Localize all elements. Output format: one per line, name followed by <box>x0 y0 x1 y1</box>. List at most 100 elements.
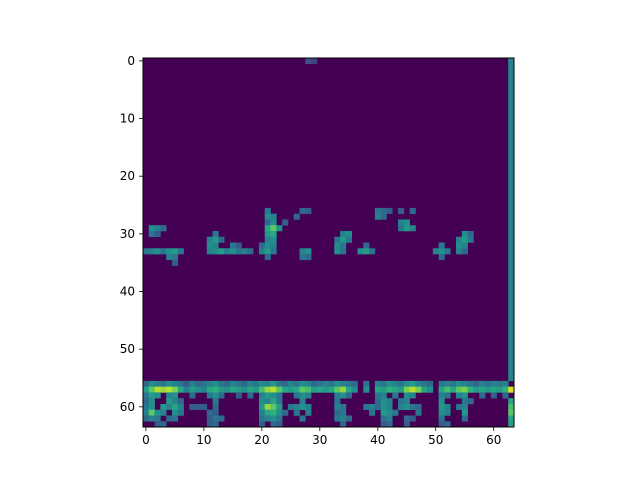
heatmap-cell <box>409 415 416 422</box>
heatmap-cell <box>177 380 184 387</box>
heatmap-cell <box>328 380 335 387</box>
heatmap-cell <box>148 225 155 232</box>
heatmap-cell <box>305 380 312 387</box>
heatmap-cell <box>218 248 225 255</box>
heatmap-cell <box>258 403 266 411</box>
heatmap-cell <box>224 386 231 393</box>
heatmap-cell <box>485 386 492 393</box>
heatmap-cell <box>264 242 271 249</box>
heatmap-cell <box>351 386 358 393</box>
heatmap-cell <box>386 421 393 428</box>
heatmap-cell <box>380 207 387 214</box>
heatmap-cell <box>206 386 213 393</box>
heatmap-cell <box>171 403 179 411</box>
heatmap-cell <box>241 248 248 255</box>
heatmap-cell <box>340 403 347 411</box>
y-tick-label: 30 <box>120 227 135 241</box>
heatmap-cell <box>148 248 155 255</box>
heatmap-cell <box>189 380 196 387</box>
heatmap-cell <box>496 386 503 393</box>
heatmap-cell <box>212 415 219 422</box>
heatmap-cell <box>305 403 312 411</box>
heatmap-cell <box>392 380 399 387</box>
heatmap-cell <box>409 386 416 393</box>
heatmap-cell <box>398 398 405 405</box>
heatmap-cell <box>334 392 341 399</box>
heatmap-cell <box>270 236 277 243</box>
heatmap-cell <box>270 248 277 255</box>
heatmap-cell <box>247 248 254 255</box>
heatmap-cell <box>264 398 271 405</box>
heatmap-cell <box>490 392 497 399</box>
heatmap-cell <box>148 386 155 393</box>
heatmap-cell <box>166 415 173 422</box>
heatmap-cell <box>270 392 277 399</box>
heatmap-cell <box>363 403 370 411</box>
heatmap-cell <box>235 392 242 399</box>
heatmap-cell <box>206 392 213 399</box>
heatmap-cell <box>508 421 515 428</box>
heatmap-cell <box>177 398 184 405</box>
heatmap-cell <box>293 392 300 399</box>
heatmap-cell <box>374 398 381 405</box>
heatmap-cell <box>363 248 370 255</box>
heatmap-cell <box>166 403 173 411</box>
heatmap-cell <box>264 207 271 214</box>
heatmap-cell <box>206 409 213 416</box>
heatmap-cell <box>490 380 497 387</box>
heatmap-cell <box>200 380 208 387</box>
heatmap-cell <box>461 236 468 243</box>
heatmap-cell <box>380 398 387 405</box>
heatmap-cell <box>403 225 410 232</box>
heatmap-cell <box>206 421 213 428</box>
heatmap-cell <box>334 415 341 422</box>
x-tick-label: 50 <box>428 433 443 447</box>
heatmap-cell <box>334 248 341 255</box>
heatmap-cell <box>409 392 416 399</box>
heatmap-cell <box>490 386 497 393</box>
heatmap-cell <box>229 380 237 387</box>
heatmap-cell <box>461 409 468 416</box>
heatmap-cell <box>200 386 208 393</box>
heatmap-cell <box>450 386 457 393</box>
heatmap-cell <box>479 380 486 387</box>
heatmap-cell <box>316 386 324 393</box>
heatmap-cell <box>264 254 271 261</box>
heatmap-cell <box>305 392 312 399</box>
heatmap-cell <box>166 248 173 255</box>
heatmap-cell <box>183 386 190 393</box>
heatmap-cell <box>212 236 219 243</box>
heatmap-cell <box>293 213 300 220</box>
heatmap-cell <box>363 380 370 387</box>
heatmap-cell <box>456 248 463 255</box>
heatmap-cell <box>264 248 271 255</box>
heatmap-cell <box>299 380 306 387</box>
x-tick-label: 40 <box>370 433 385 447</box>
heatmap-cell <box>369 409 376 416</box>
heatmap-cell <box>195 380 202 387</box>
heatmap-cell <box>374 392 381 399</box>
heatmap-cell <box>299 398 306 405</box>
heatmap-cell <box>171 415 179 422</box>
heatmap-cell <box>177 403 184 411</box>
heatmap-cell <box>148 380 155 387</box>
heatmap-cell <box>195 386 202 393</box>
heatmap-cell <box>154 380 161 387</box>
heatmap-cell <box>229 242 237 249</box>
heatmap-cell <box>143 409 150 416</box>
heatmap-cell <box>143 398 150 405</box>
heatmap-cell <box>328 386 335 393</box>
heatmap-cell <box>438 254 445 261</box>
heatmap-cell <box>218 380 225 387</box>
heatmap-cell <box>345 415 352 422</box>
heatmap-cell <box>270 213 277 220</box>
heatmap-cell <box>143 392 150 399</box>
heatmap-cell <box>160 403 167 411</box>
heatmap-cell <box>299 392 306 399</box>
heatmap-cell <box>322 386 329 393</box>
heatmap-cell <box>235 386 242 393</box>
heatmap-cells <box>143 58 515 428</box>
heatmap-cell <box>148 403 155 411</box>
heatmap-cell <box>340 380 347 387</box>
heatmap-cell <box>166 380 173 387</box>
